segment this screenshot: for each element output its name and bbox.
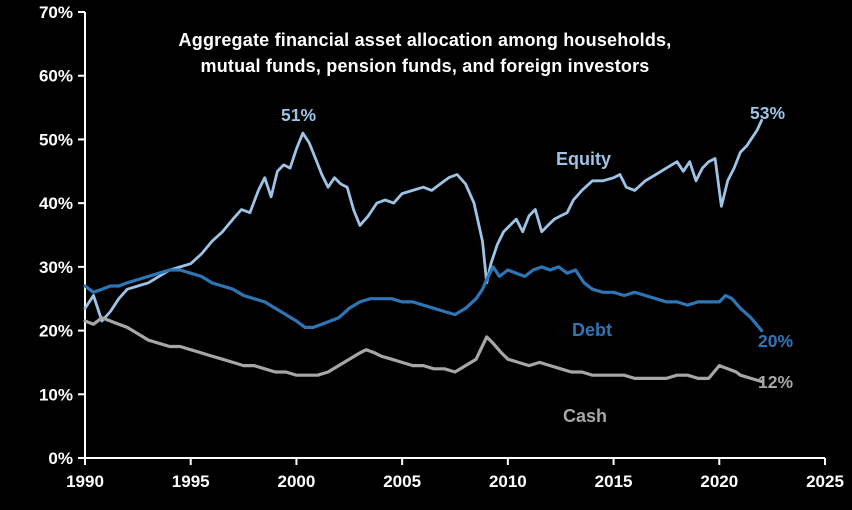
debt-series-label: Debt bbox=[572, 320, 612, 340]
x-tick-label: 2020 bbox=[700, 472, 738, 491]
chart-title: Aggregate financial asset allocation amo… bbox=[85, 27, 765, 79]
x-tick-label: 2000 bbox=[278, 472, 316, 491]
equity-end-value-label: 53% bbox=[750, 103, 786, 123]
y-tick-label: 0% bbox=[48, 449, 73, 468]
cash-line bbox=[83, 316, 764, 384]
chart-title-line2: mutual funds, pension funds, and foreign… bbox=[200, 56, 650, 76]
y-tick-label: 70% bbox=[39, 3, 73, 22]
equity-series-label: Equity bbox=[556, 149, 612, 169]
y-tick-label: 40% bbox=[39, 194, 73, 213]
cash-series-label: Cash bbox=[563, 406, 608, 426]
y-tick-label: 10% bbox=[39, 385, 73, 404]
x-tick-label: 2005 bbox=[383, 472, 421, 491]
y-tick-label: 50% bbox=[39, 130, 73, 149]
x-tick-label: 1995 bbox=[172, 472, 210, 491]
y-tick-label: 60% bbox=[39, 67, 73, 86]
equity-line bbox=[83, 118, 763, 323]
debt-line bbox=[83, 265, 764, 333]
y-tick-label: 30% bbox=[39, 258, 73, 277]
y-tick-label: 20% bbox=[39, 322, 73, 341]
x-tick-label: 2010 bbox=[489, 472, 527, 491]
x-tick-label: 2025 bbox=[806, 472, 844, 491]
x-tick-label: 2015 bbox=[595, 472, 633, 491]
cash-end-value-label: 12% bbox=[758, 372, 794, 392]
debt-end-value-label: 20% bbox=[758, 331, 794, 351]
x-tick-label: 1990 bbox=[66, 472, 104, 491]
chart-title-line1: Aggregate financial asset allocation amo… bbox=[178, 30, 672, 50]
equity-peak-value-label: 51% bbox=[281, 105, 317, 125]
